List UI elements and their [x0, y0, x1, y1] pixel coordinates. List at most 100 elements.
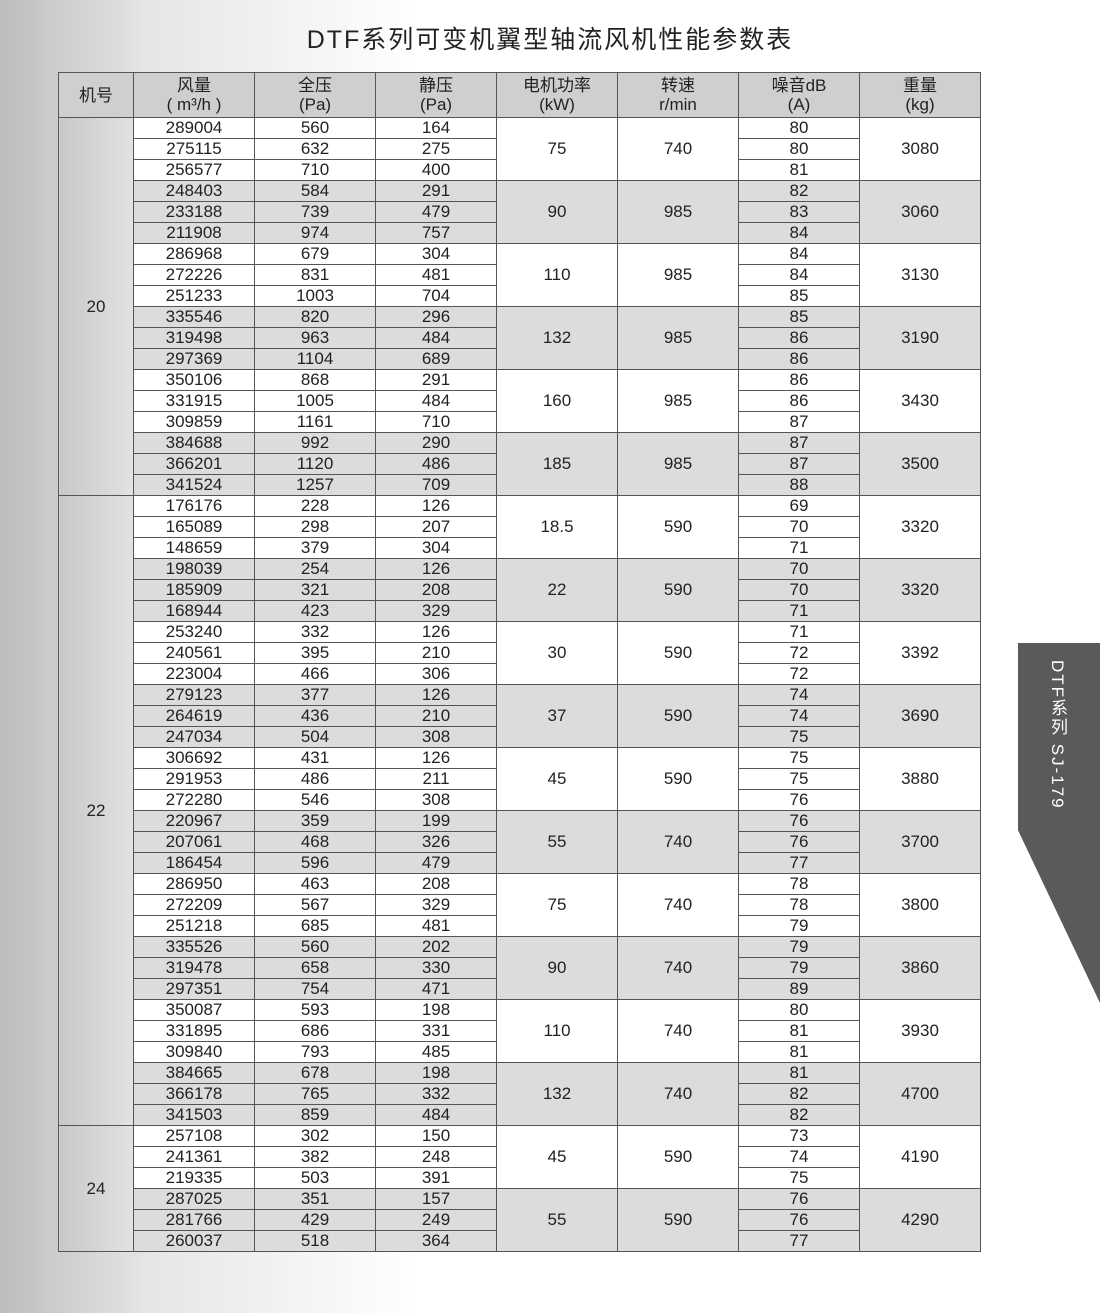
motor-power-cell: 55: [496, 810, 618, 874]
airflow-cell: 287025: [133, 1188, 255, 1210]
static-pressure-cell: 207: [375, 516, 497, 538]
total-pressure-cell: 685: [254, 915, 376, 937]
airflow-cell: 350106: [133, 369, 255, 391]
table-row: 185909 321 208 70: [59, 579, 981, 601]
speed-cell: 590: [617, 1125, 739, 1189]
static-pressure-cell: 198: [375, 1062, 497, 1084]
table-row: 331895 686 331 81: [59, 1020, 981, 1042]
table-row: 223004 466 306 72: [59, 663, 981, 685]
airflow-cell: 248403: [133, 180, 255, 202]
column-header: 全压 (Pa): [254, 72, 376, 118]
table-row: 366201 1120 486 87: [59, 453, 981, 475]
table-row: 275115 632 275 80: [59, 138, 981, 160]
motor-power-cell: 30: [496, 621, 618, 685]
noise-cell: 87: [738, 453, 860, 475]
total-pressure-cell: 859: [254, 1104, 376, 1126]
column-header: 噪音dB (A): [738, 72, 860, 118]
static-pressure-cell: 306: [375, 663, 497, 685]
table-row: 251218 685 481 79: [59, 915, 981, 937]
header-unit: r/min: [659, 95, 697, 114]
header-unit: ( m³/h ): [166, 95, 222, 114]
noise-cell: 82: [738, 1083, 860, 1105]
weight-cell: 4290: [859, 1188, 981, 1252]
static-pressure-cell: 296: [375, 306, 497, 328]
noise-cell: 74: [738, 684, 860, 706]
column-header: 静压 (Pa): [375, 72, 497, 118]
static-pressure-cell: 202: [375, 936, 497, 958]
airflow-cell: 366201: [133, 453, 255, 475]
static-pressure-cell: 329: [375, 894, 497, 916]
table-row: 331915 1005 484 86: [59, 390, 981, 412]
speed-cell: 740: [617, 999, 739, 1063]
static-pressure-cell: 329: [375, 600, 497, 622]
noise-cell: 73: [738, 1125, 860, 1147]
airflow-cell: 256577: [133, 159, 255, 181]
total-pressure-cell: 468: [254, 831, 376, 853]
total-pressure-cell: 793: [254, 1041, 376, 1063]
noise-cell: 76: [738, 1188, 860, 1210]
airflow-cell: 198039: [133, 558, 255, 580]
noise-cell: 70: [738, 579, 860, 601]
motor-power-cell: 110: [496, 999, 618, 1063]
motor-power-cell: 160: [496, 369, 618, 433]
table-row: 24 257108 302 150 45 590 73 4190: [58, 1125, 981, 1252]
noise-cell: 71: [738, 621, 860, 643]
total-pressure-cell: 1003: [254, 285, 376, 307]
static-pressure-cell: 291: [375, 369, 497, 391]
static-pressure-cell: 689: [375, 348, 497, 370]
total-pressure-cell: 632: [254, 138, 376, 160]
motor-power-cell: 185: [496, 432, 618, 496]
static-pressure-cell: 291: [375, 180, 497, 202]
airflow-cell: 306692: [133, 747, 255, 769]
airflow-cell: 309840: [133, 1041, 255, 1063]
motor-power-cell: 90: [496, 936, 618, 1000]
motor-power-cell: 110: [496, 243, 618, 307]
static-pressure-cell: 484: [375, 390, 497, 412]
static-pressure-cell: 364: [375, 1230, 497, 1252]
static-pressure-cell: 304: [375, 537, 497, 559]
airflow-cell: 331915: [133, 390, 255, 412]
total-pressure-cell: 1120: [254, 453, 376, 475]
model-cell: 22: [58, 495, 134, 1126]
static-pressure-cell: 481: [375, 264, 497, 286]
airflow-cell: 319498: [133, 327, 255, 349]
header-unit: (Pa): [419, 95, 453, 114]
total-pressure-cell: 992: [254, 432, 376, 454]
total-pressure-cell: 754: [254, 978, 376, 1000]
total-pressure-cell: 302: [254, 1125, 376, 1147]
header-label: 风量: [177, 76, 211, 95]
static-pressure-cell: 332: [375, 1083, 497, 1105]
header-label: 转速: [661, 76, 695, 95]
table-row: 272209 567 329 78: [59, 894, 981, 916]
noise-cell: 84: [738, 243, 860, 265]
table-row: 247034 504 308 75: [59, 726, 981, 748]
total-pressure-cell: 686: [254, 1020, 376, 1042]
airflow-cell: 257108: [133, 1125, 255, 1147]
speed-cell: 985: [617, 180, 739, 244]
table-header-row: 机号 风量( m³/h ) 全压 (Pa) 静压 (Pa) 电机功率 (kW) 转速 r/min 噪…: [58, 72, 981, 118]
weight-cell: 3130: [859, 243, 981, 307]
noise-cell: 70: [738, 558, 860, 580]
total-pressure-cell: 739: [254, 201, 376, 223]
airflow-cell: 335526: [133, 936, 255, 958]
noise-cell: 70: [738, 516, 860, 538]
static-pressure-cell: 481: [375, 915, 497, 937]
noise-cell: 85: [738, 306, 860, 328]
static-pressure-cell: 126: [375, 747, 497, 769]
static-pressure-cell: 326: [375, 831, 497, 853]
total-pressure-cell: 431: [254, 747, 376, 769]
noise-cell: 86: [738, 327, 860, 349]
column-header: 风量( m³/h ): [133, 72, 255, 118]
motor-power-cell: 90: [496, 180, 618, 244]
side-tab-label: DTF系列 SJ-179: [1048, 660, 1067, 810]
total-pressure-cell: 567: [254, 894, 376, 916]
total-pressure-cell: 963: [254, 327, 376, 349]
weight-cell: 3500: [859, 432, 981, 496]
noise-cell: 80: [738, 117, 860, 139]
airflow-cell: 211908: [133, 222, 255, 244]
table-row: 165089 298 207 70: [59, 516, 981, 538]
noise-cell: 82: [738, 180, 860, 202]
table-row: 22 176176 228 126 18.5 590 69 3320: [58, 495, 981, 1126]
noise-cell: 81: [738, 1020, 860, 1042]
noise-cell: 83: [738, 201, 860, 223]
